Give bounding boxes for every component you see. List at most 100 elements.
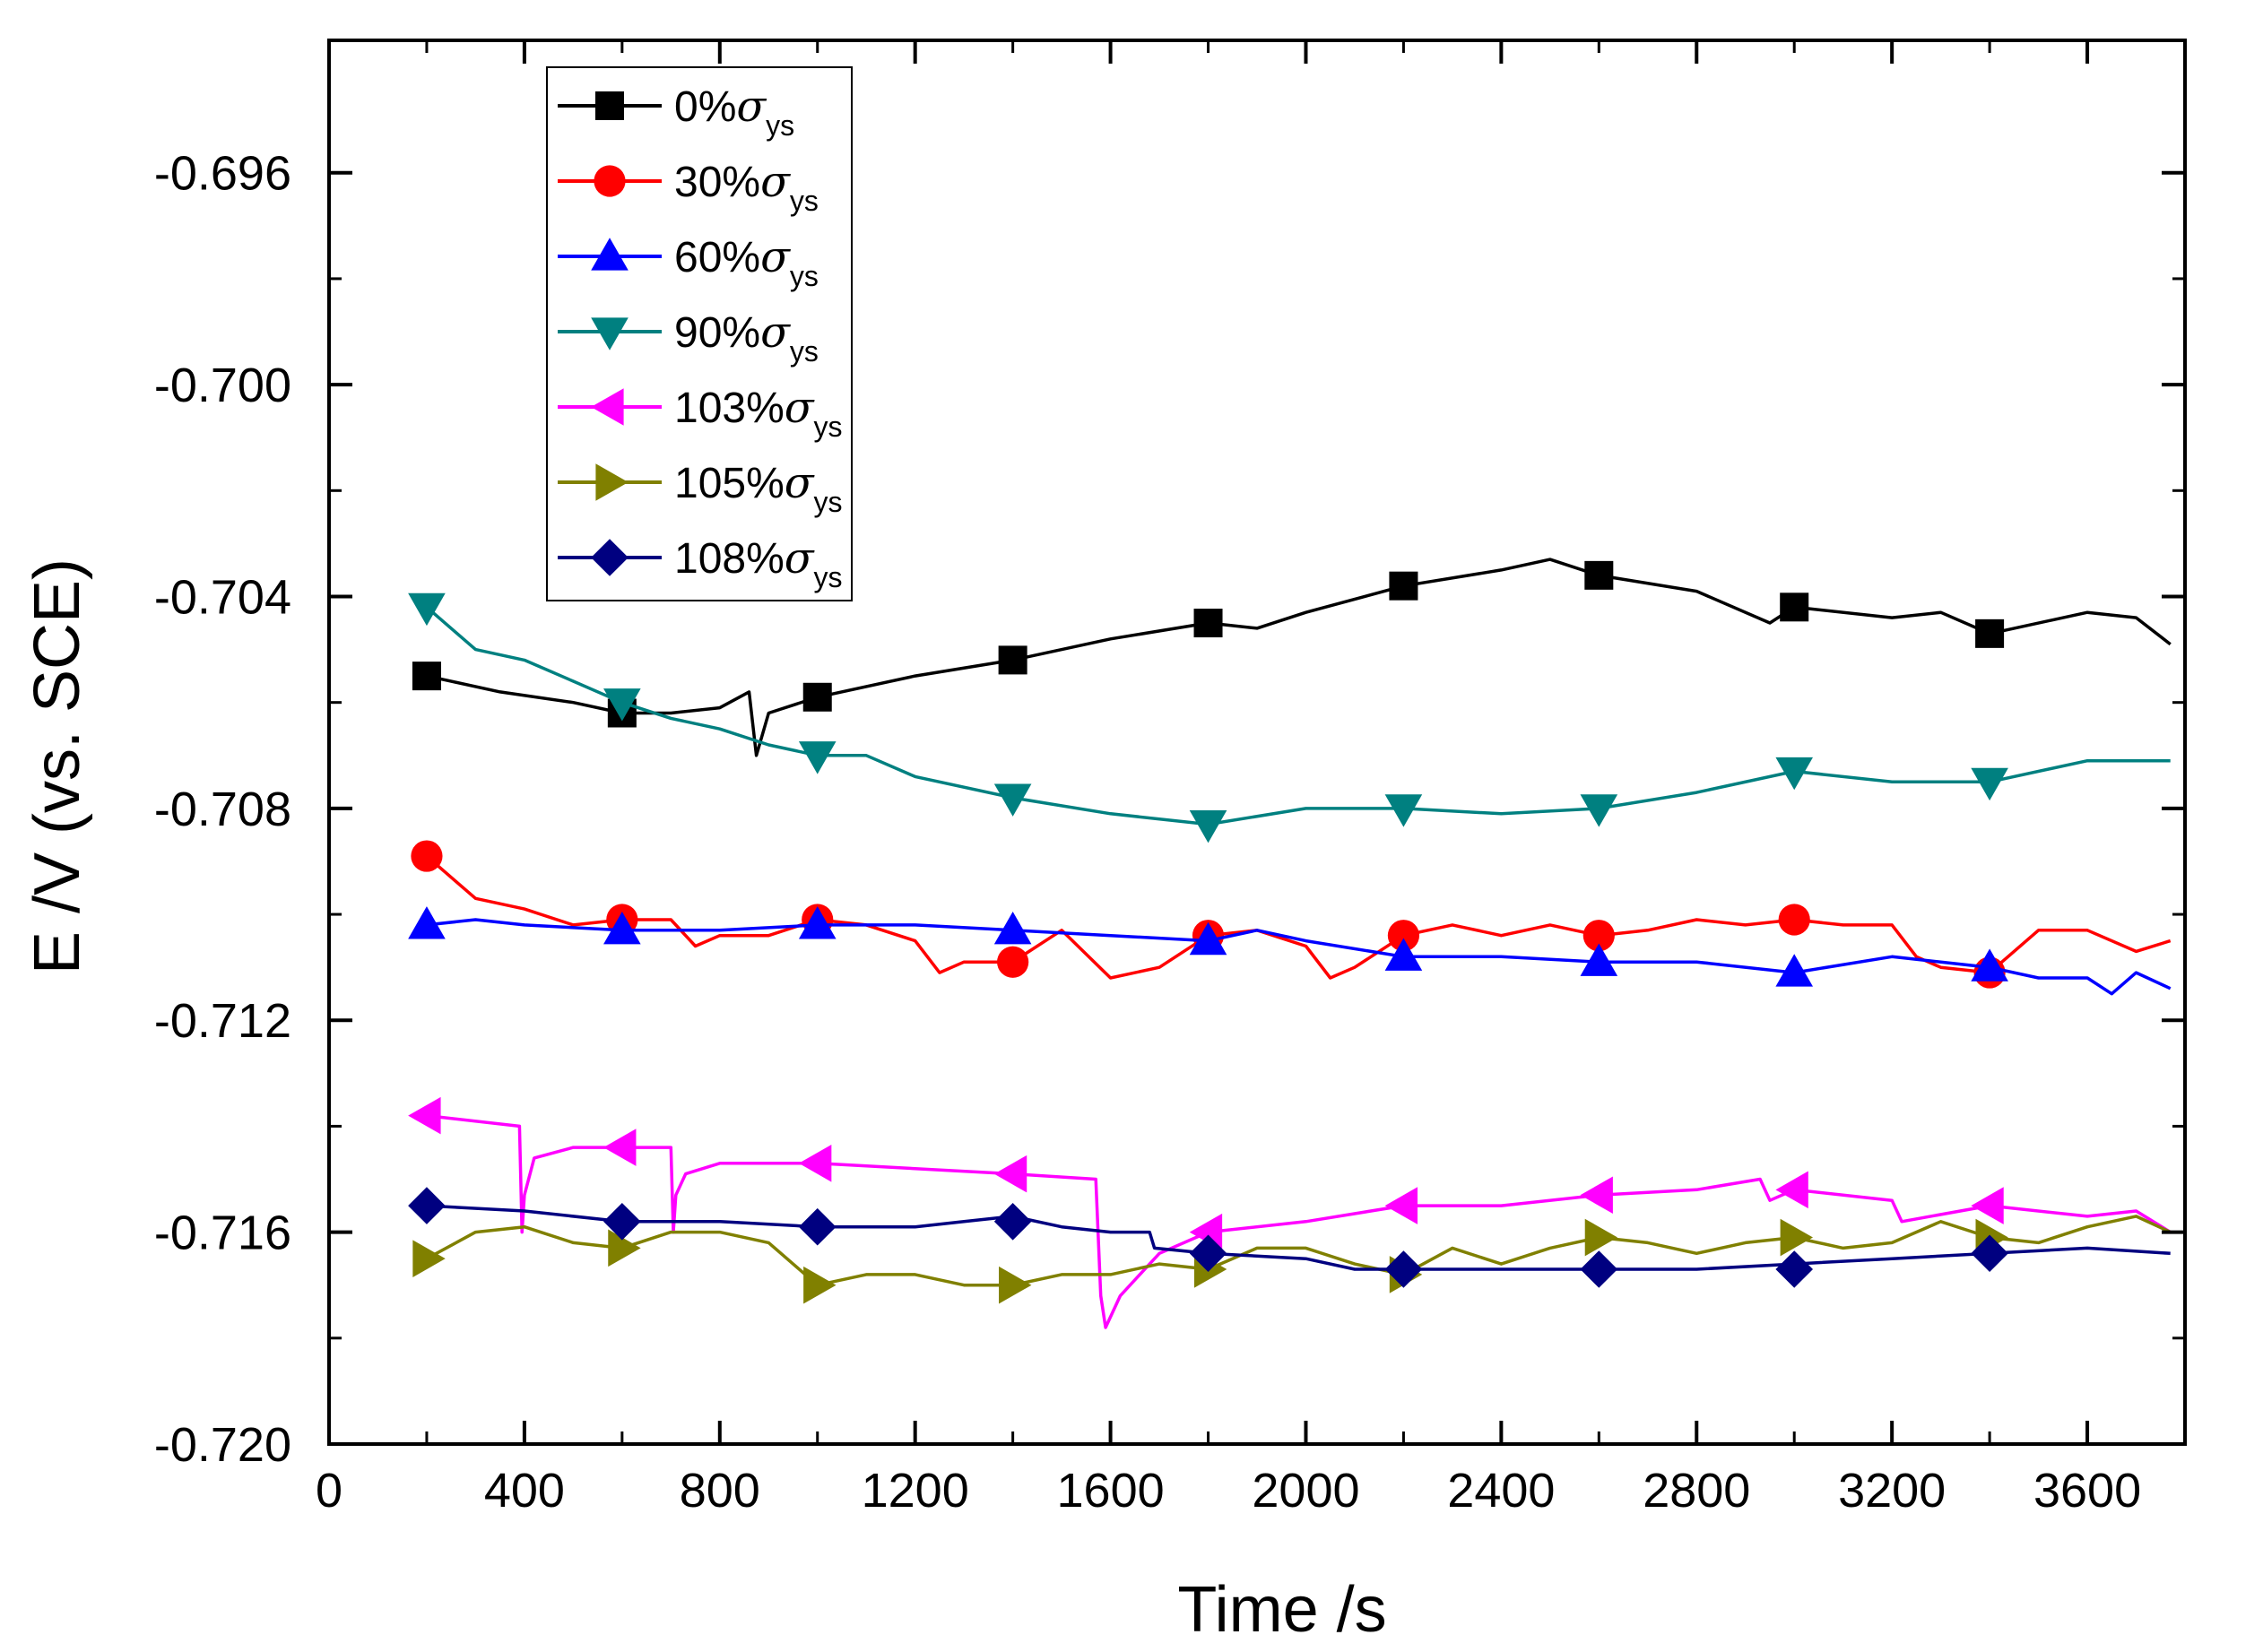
series-line xyxy=(426,1204,2171,1271)
data-point xyxy=(408,1187,446,1224)
data-point xyxy=(603,1129,637,1166)
x-tick-label: 1600 xyxy=(1057,1464,1165,1518)
data-point xyxy=(798,741,837,774)
data-point xyxy=(603,688,641,722)
y-tick-label: -0.708 xyxy=(154,783,291,836)
legend-label-sigma: σ xyxy=(760,307,791,358)
data-point xyxy=(993,911,1032,945)
series-6 xyxy=(408,1187,2171,1288)
legend-label: 108%σys xyxy=(674,533,843,593)
legend-label-prefix: 30% xyxy=(674,159,760,206)
series-line xyxy=(426,1215,2172,1287)
data-point xyxy=(1387,920,1420,952)
data-point xyxy=(1971,767,2008,801)
x-tick-label: 0 xyxy=(316,1464,342,1518)
data-point xyxy=(1975,618,2005,648)
legend-label-prefix: 60% xyxy=(674,234,760,281)
legend-label-sigma: σ xyxy=(785,458,815,508)
data-point xyxy=(1582,920,1615,952)
data-point xyxy=(1584,1218,1618,1257)
data-point xyxy=(798,1145,832,1182)
x-tick-label: 3600 xyxy=(2033,1464,2141,1518)
data-point xyxy=(993,783,1032,817)
y-tick-label: -0.712 xyxy=(154,994,291,1048)
data-point xyxy=(408,1096,441,1135)
series-5 xyxy=(412,1215,2172,1304)
legend-label-sigma: σ xyxy=(785,533,815,584)
legend-label-subscript: ys xyxy=(790,260,819,292)
data-point xyxy=(1580,1176,1613,1215)
y-tick-label: -0.716 xyxy=(154,1207,291,1260)
data-point xyxy=(1189,1234,1227,1273)
data-point xyxy=(1580,943,1618,976)
data-point xyxy=(1584,560,1614,590)
legend-label: 103%σys xyxy=(674,383,843,443)
data-point xyxy=(1189,921,1227,956)
legend-marker xyxy=(594,165,626,197)
legend-label: 30%σys xyxy=(674,157,819,217)
data-point xyxy=(608,1229,641,1267)
data-point xyxy=(798,1207,837,1246)
x-axis-title: Time /s xyxy=(1177,1574,1386,1646)
data-point xyxy=(1780,1218,1814,1257)
data-point xyxy=(412,662,441,691)
data-point xyxy=(999,1266,1032,1304)
y-tick-label: -0.700 xyxy=(154,359,291,412)
data-point xyxy=(1384,1187,1418,1224)
data-point xyxy=(408,906,446,939)
y-tick-label: -0.704 xyxy=(154,570,291,624)
data-point xyxy=(802,682,832,712)
legend-label-prefix: 105% xyxy=(674,460,785,507)
legend-label-prefix: 0% xyxy=(674,83,736,131)
data-point xyxy=(1778,904,1810,936)
legend-label-prefix: 90% xyxy=(674,309,760,357)
data-point xyxy=(1389,571,1418,601)
legend-label: 90%σys xyxy=(674,307,819,368)
legend-box xyxy=(546,66,853,601)
data-point xyxy=(1384,794,1423,827)
legend-label-subscript: ys xyxy=(814,561,843,593)
data-point xyxy=(412,1240,446,1277)
legend-marker xyxy=(591,539,629,576)
data-point xyxy=(408,592,446,627)
x-tick-label: 2400 xyxy=(1447,1464,1555,1518)
data-point xyxy=(1580,1250,1618,1288)
series-4 xyxy=(408,1096,2172,1329)
data-point xyxy=(998,645,1027,675)
data-point xyxy=(997,946,1029,978)
axes-layer: 0 400 800 1200 1600 2000 2400 2800 3200 3600 -0.72… xyxy=(154,40,2185,1518)
legend-label-prefix: 108% xyxy=(674,535,785,583)
x-tick-label: 3200 xyxy=(1838,1464,1946,1518)
data-point xyxy=(1775,1250,1814,1288)
data-point xyxy=(1971,1187,2004,1224)
data-point xyxy=(1775,757,1814,791)
data-point xyxy=(1580,794,1618,827)
legend-marker xyxy=(595,463,629,501)
x-tick-label: 2800 xyxy=(1643,1464,1750,1518)
legend-marker xyxy=(595,91,624,120)
legend-label-sigma: σ xyxy=(760,232,791,282)
data-point xyxy=(1971,948,2008,982)
legend-label-sigma: σ xyxy=(760,157,791,207)
series-layer xyxy=(408,558,2172,1329)
data-point xyxy=(1775,954,1814,987)
legend-label-subscript: ys xyxy=(790,335,819,368)
legend-marker xyxy=(591,317,629,350)
legend-label-subscript: ys xyxy=(790,185,819,217)
series-3 xyxy=(408,592,2171,843)
data-point xyxy=(1780,592,1809,622)
data-point xyxy=(1775,1171,1808,1209)
legend-label-sigma: σ xyxy=(736,82,767,132)
data-point xyxy=(798,906,837,939)
legend-label-subscript: ys xyxy=(814,486,843,518)
legend-label: 0%σys xyxy=(674,82,794,142)
data-point xyxy=(603,1203,641,1241)
legend-label: 60%σys xyxy=(674,232,819,292)
legend-label-subscript: ys xyxy=(814,411,843,443)
x-tick-label: 1200 xyxy=(862,1464,969,1518)
y-axis-title: E /V (vs. SCE) xyxy=(22,558,93,974)
x-tick-label: 2000 xyxy=(1252,1464,1359,1518)
series-2 xyxy=(408,906,2172,996)
data-point xyxy=(411,840,443,872)
